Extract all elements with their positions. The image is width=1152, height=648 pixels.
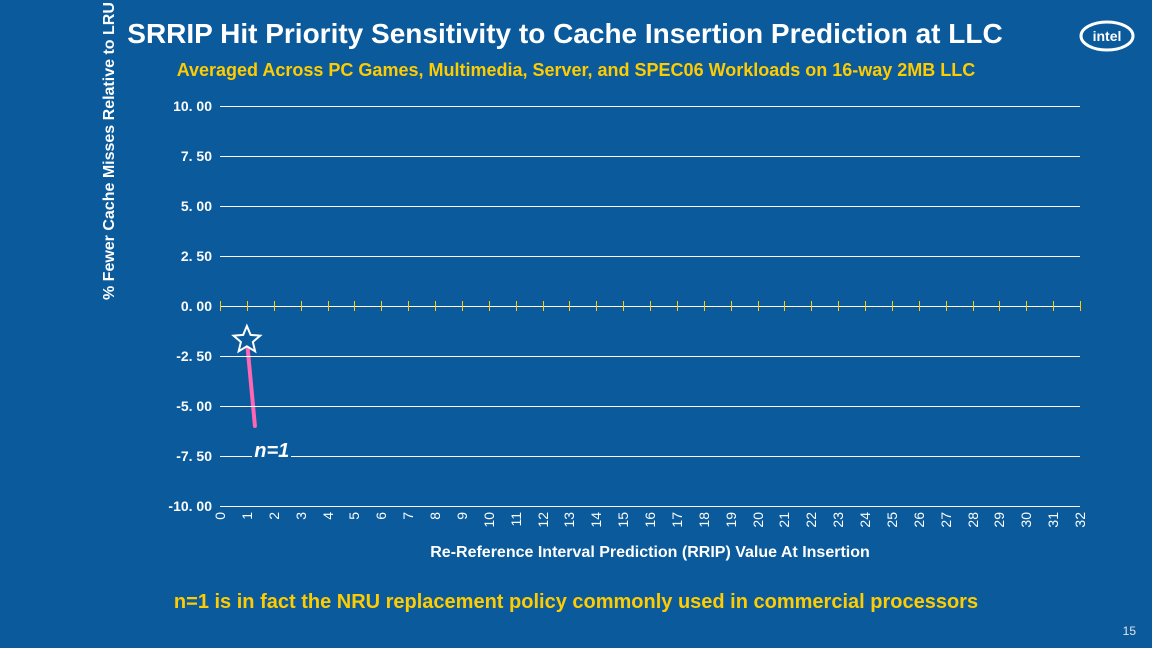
- x-tick-label: 18: [696, 512, 712, 528]
- x-tick-label: 1: [239, 512, 255, 520]
- gridline: [220, 106, 1080, 107]
- x-tick-label: 16: [642, 512, 658, 528]
- x-tick-label: 32: [1072, 512, 1088, 528]
- zero-axis-tick: [865, 301, 866, 311]
- y-axis-label: % Fewer Cache Misses Relative to LRU: [101, 2, 119, 300]
- x-tick-label: 26: [911, 512, 927, 528]
- zero-axis-tick: [677, 301, 678, 311]
- x-tick-label: 7: [400, 512, 416, 520]
- annotation-label: n=1: [252, 440, 291, 463]
- x-tick-label: 10: [481, 512, 497, 528]
- zero-axis-tick: [946, 301, 947, 311]
- slide-title: SRRIP Hit Priority Sensitivity to Cache …: [40, 0, 1090, 50]
- svg-text:intel: intel: [1093, 28, 1122, 44]
- intel-logo-icon: intel: [1080, 18, 1134, 54]
- zero-axis-tick: [838, 301, 839, 311]
- zero-axis-tick: [623, 301, 624, 311]
- gridline: [220, 506, 1080, 507]
- zero-axis-tick: [274, 301, 275, 311]
- x-tick-label: 22: [803, 512, 819, 528]
- zero-axis-tick: [328, 301, 329, 311]
- slide-subtitle: Averaged Across PC Games, Multimedia, Se…: [0, 60, 1152, 81]
- zero-axis-tick: [381, 301, 382, 311]
- page-number: 15: [1123, 624, 1136, 638]
- zero-axis-tick: [999, 301, 1000, 311]
- x-axis-label: Re-Reference Interval Prediction (RRIP) …: [430, 544, 870, 562]
- x-tick-label: 6: [373, 512, 389, 520]
- y-tick-label: -10. 00: [168, 498, 212, 514]
- zero-axis-tick: [435, 301, 436, 311]
- x-tick-label: 14: [588, 512, 604, 528]
- x-tick-label: 3: [293, 512, 309, 520]
- y-tick-label: 7. 50: [181, 148, 212, 164]
- x-tick-label: 30: [1018, 512, 1034, 528]
- gridline: [220, 356, 1080, 357]
- x-tick-label: 28: [965, 512, 981, 528]
- x-tick-label: 23: [830, 512, 846, 528]
- y-tick-label: 0. 00: [181, 298, 212, 314]
- zero-axis-tick: [650, 301, 651, 311]
- zero-axis-tick: [354, 301, 355, 311]
- x-tick-label: 19: [723, 512, 739, 528]
- zero-axis-tick: [731, 301, 732, 311]
- zero-axis-tick: [704, 301, 705, 311]
- zero-axis-tick: [516, 301, 517, 311]
- x-tick-label: 13: [561, 512, 577, 528]
- x-tick-label: 29: [991, 512, 1007, 528]
- gridline: [220, 206, 1080, 207]
- x-tick-label: 20: [750, 512, 766, 528]
- zero-axis-tick: [489, 301, 490, 311]
- zero-axis-tick: [301, 301, 302, 311]
- y-tick-label: 2. 50: [181, 248, 212, 264]
- zero-axis-tick: [220, 301, 221, 311]
- zero-axis-tick: [892, 301, 893, 311]
- x-tick-label: 9: [454, 512, 470, 520]
- x-tick-label: 2: [266, 512, 282, 520]
- zero-axis-tick: [247, 301, 248, 311]
- zero-axis-tick: [462, 301, 463, 311]
- zero-axis-tick: [758, 301, 759, 311]
- zero-axis-tick: [569, 301, 570, 311]
- data-line: [247, 340, 255, 426]
- x-tick-label: 25: [884, 512, 900, 528]
- x-tick-label: 24: [857, 512, 873, 528]
- gridline: [220, 156, 1080, 157]
- x-tick-label: 0: [212, 512, 228, 520]
- zero-axis-tick: [973, 301, 974, 311]
- zero-axis-tick: [408, 301, 409, 311]
- x-tick-label: 27: [938, 512, 954, 528]
- zero-axis-tick: [1053, 301, 1054, 311]
- gridline: [220, 456, 1080, 457]
- y-tick-label: -2. 50: [176, 348, 212, 364]
- x-tick-label: 12: [535, 512, 551, 528]
- x-tick-label: 15: [615, 512, 631, 528]
- y-tick-label: 5. 00: [181, 198, 212, 214]
- chart-area: Re-Reference Interval Prediction (RRIP) …: [220, 106, 1080, 506]
- zero-axis-tick: [919, 301, 920, 311]
- x-tick-label: 11: [508, 512, 524, 527]
- gridline: [220, 256, 1080, 257]
- zero-axis-tick: [1026, 301, 1027, 311]
- gridline: [220, 406, 1080, 407]
- x-tick-label: 5: [346, 512, 362, 520]
- x-tick-label: 31: [1045, 512, 1061, 528]
- y-tick-label: -5. 00: [176, 398, 212, 414]
- zero-axis-tick: [543, 301, 544, 311]
- zero-axis-tick: [596, 301, 597, 311]
- x-tick-label: 21: [776, 512, 792, 528]
- y-tick-label: 10. 00: [173, 98, 212, 114]
- x-tick-label: 8: [427, 512, 443, 520]
- zero-axis-tick: [784, 301, 785, 311]
- zero-axis-tick: [811, 301, 812, 311]
- x-tick-label: 4: [320, 512, 336, 520]
- x-tick-label: 17: [669, 512, 685, 528]
- bottom-note: n=1 is in fact the NRU replacement polic…: [0, 591, 1152, 614]
- y-tick-label: -7. 50: [176, 448, 212, 464]
- zero-axis-tick: [1080, 301, 1081, 311]
